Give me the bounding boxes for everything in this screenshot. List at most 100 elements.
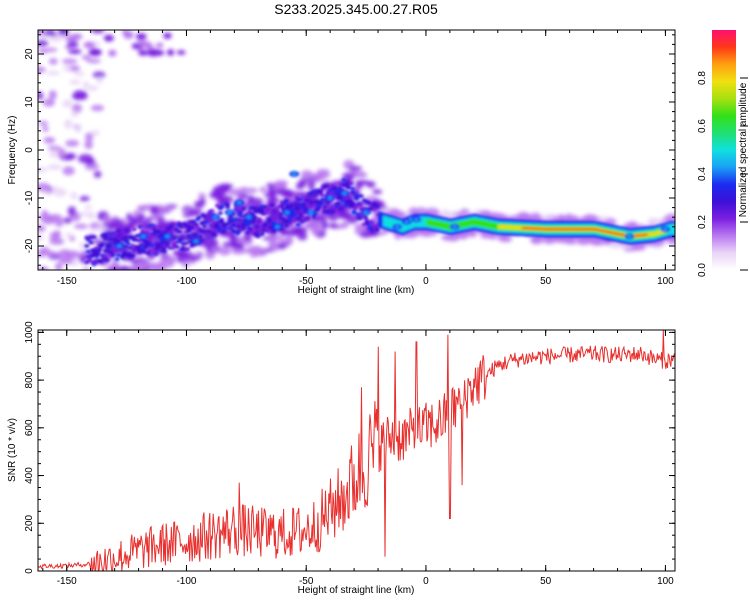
heatmap-cell <box>247 194 254 204</box>
heatmap-cell <box>156 217 165 224</box>
heatmap-cell <box>38 91 44 100</box>
heatmap-cell <box>115 239 121 244</box>
heatmap-cell <box>637 234 640 237</box>
heatmap-cell <box>384 216 386 227</box>
heatmap-cell <box>213 185 230 194</box>
heatmap-hotspot <box>394 225 400 229</box>
heatmap-cell <box>45 70 61 76</box>
heatmap-hotspot <box>246 215 252 219</box>
heatmap-cell <box>259 208 265 213</box>
heatmap-cell <box>573 228 575 231</box>
heatmap-cell <box>484 220 487 228</box>
heatmap-cell <box>115 229 121 233</box>
x-tick-label: -50 <box>299 576 314 587</box>
heatmap-cell <box>374 204 380 209</box>
heatmap-cell <box>510 225 513 230</box>
heatmap-cell <box>607 231 610 234</box>
heatmap-cell <box>307 180 315 191</box>
heatmap-cell <box>103 255 109 259</box>
heatmap-cell <box>84 244 90 248</box>
heatmap-cell <box>611 231 613 234</box>
heatmap-cell <box>219 218 225 222</box>
heatmap-cell <box>604 230 606 233</box>
heatmap-cell <box>542 227 544 231</box>
heatmap-cell <box>170 246 176 250</box>
heatmap-cell <box>359 231 372 238</box>
heatmap-cell <box>137 224 143 229</box>
heatmap-cell <box>267 197 280 205</box>
colorbar-ticks: 0.0 0.2 0.4 0.6 0.8 <box>697 71 748 277</box>
heatmap-cell <box>305 217 311 222</box>
heatmap-cell <box>646 233 648 236</box>
x-tick-label: 0 <box>423 276 429 287</box>
heatmap-cell <box>269 203 275 207</box>
heatmap-cell <box>472 218 475 226</box>
heatmap-cell <box>48 58 58 65</box>
heatmap-cell <box>593 228 596 231</box>
heatmap-cell <box>434 220 436 228</box>
heatmap-cell <box>304 198 310 202</box>
heatmap-cell <box>58 255 75 265</box>
heatmap-cell <box>310 225 321 236</box>
heatmap-cell <box>572 228 574 231</box>
heatmap-cell <box>367 226 373 231</box>
heatmap-cell <box>388 217 391 229</box>
heatmap-hotspot <box>308 210 314 214</box>
heatmap-cell <box>433 220 435 227</box>
heatmap-cell <box>354 197 360 201</box>
heatmap-cell <box>467 219 470 227</box>
heatmap-cell <box>141 250 147 254</box>
heatmap-cell <box>231 247 245 255</box>
heatmap-cell <box>648 232 651 237</box>
heatmap-cell <box>38 121 49 126</box>
heatmap-cell <box>473 218 476 226</box>
heatmap-cell <box>61 58 78 64</box>
heatmap-cell <box>38 40 49 46</box>
heatmap-cell <box>658 230 660 235</box>
heatmap-cell <box>110 247 116 252</box>
heatmap-cell <box>603 230 605 233</box>
heatmap-cell <box>285 204 291 209</box>
heatmap-cell <box>545 228 548 231</box>
heatmap-cell <box>533 227 536 230</box>
x-tick-label: 100 <box>657 276 674 287</box>
heatmap-cell <box>236 237 246 244</box>
heatmap-hotspot <box>342 191 348 195</box>
colorbar: 0.0 0.2 0.4 0.6 0.8 Normalized spectral ampl… <box>697 30 749 277</box>
heatmap-cell <box>338 206 344 211</box>
heatmap-cell <box>508 225 511 230</box>
heatmap-cell <box>65 139 80 147</box>
heatmap-cell <box>579 228 581 231</box>
heatmap-cell <box>140 229 146 233</box>
heatmap-cell <box>502 225 505 229</box>
heatmap-cell <box>382 215 385 227</box>
heatmap-hotspot <box>662 227 668 231</box>
heatmap-cell <box>215 224 221 228</box>
heatmap-cell <box>568 228 570 231</box>
heatmap-cell <box>490 222 493 229</box>
heatmap-cell <box>515 225 518 230</box>
heatmap-cell <box>225 222 231 226</box>
heatmap-cell <box>166 49 175 56</box>
heatmap-cell <box>131 227 137 232</box>
heatmap-cell <box>647 232 649 237</box>
heatmap-cell <box>266 183 276 188</box>
heatmap-cell <box>594 228 597 231</box>
heatmap-cell <box>672 223 675 235</box>
heatmap-cell <box>513 225 515 230</box>
heatmap-cell <box>575 228 578 231</box>
heatmap-cell <box>354 193 360 197</box>
snr-x-label: Height of straight line (km) <box>298 585 415 596</box>
heatmap-cell <box>403 221 405 232</box>
heatmap-cell <box>471 219 473 226</box>
heatmap-cell <box>612 231 615 235</box>
heatmap-cell <box>108 49 117 57</box>
heatmap-cell <box>174 245 180 249</box>
heatmap-cell <box>574 228 576 231</box>
heatmap-cell <box>163 32 172 39</box>
heatmap-hotspot <box>140 234 146 238</box>
heatmap-cell <box>44 250 58 257</box>
y-tick-label: 400 <box>24 467 35 484</box>
heatmap-cell <box>78 153 94 164</box>
heatmap-cell <box>337 186 343 190</box>
